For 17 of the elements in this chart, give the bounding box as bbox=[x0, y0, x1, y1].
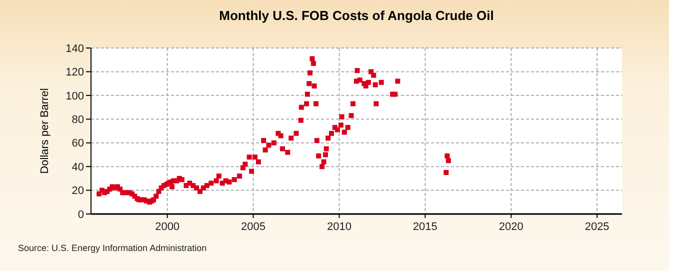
y-tick-label: 60 bbox=[72, 138, 84, 150]
x-tick-label: 2010 bbox=[326, 221, 352, 233]
y-tick-label: 0 bbox=[78, 208, 84, 221]
chart-title: Monthly U.S. FOB Costs of Angola Crude Oil bbox=[219, 8, 494, 23]
y-tick-label: 120 bbox=[66, 66, 84, 79]
x-tick-label: 2020 bbox=[498, 221, 524, 233]
y-tick-label: 140 bbox=[66, 42, 84, 55]
source-note: Source: U.S. Energy Information Administration bbox=[18, 243, 207, 253]
y-tick-label: 40 bbox=[72, 161, 84, 174]
y-tick-label: 20 bbox=[72, 185, 84, 198]
y-tick-label: 80 bbox=[72, 114, 84, 126]
x-tick-label: 2025 bbox=[584, 221, 610, 233]
x-tick-label: 2005 bbox=[241, 221, 266, 233]
x-tick-label: 2015 bbox=[412, 221, 438, 233]
y-tick-label: 100 bbox=[66, 90, 84, 102]
y-axis-title: Dollars per Barrel bbox=[39, 88, 51, 174]
x-tick-label: 2000 bbox=[155, 221, 180, 233]
